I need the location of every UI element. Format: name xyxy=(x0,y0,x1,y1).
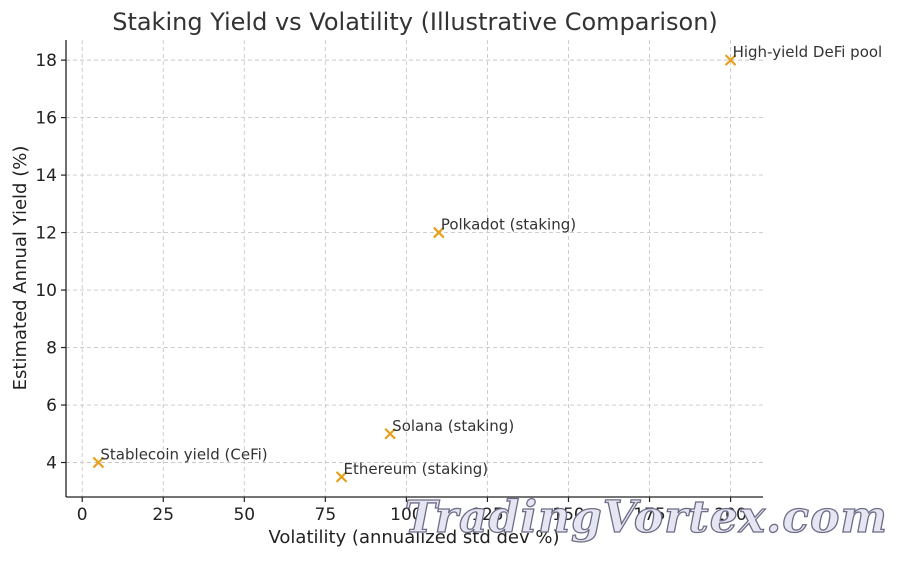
y-tick-label: 8 xyxy=(46,339,57,359)
y-tick-label: 18 xyxy=(35,51,57,71)
x-marker xyxy=(433,226,445,239)
data-point: Stablecoin yield (CeFi) xyxy=(92,446,268,469)
data-points: Stablecoin yield (CeFi) Ethereum (staking… xyxy=(92,43,883,483)
x-tick-label: 75 xyxy=(315,505,337,525)
x-ticks: 0 25 50 75 100 125 150 175 200 xyxy=(77,497,747,525)
x-tick-label: 175 xyxy=(633,505,665,525)
x-tick-label: 150 xyxy=(552,505,584,525)
x-tick-label: 50 xyxy=(233,505,255,525)
x-tick-label: 100 xyxy=(390,505,422,525)
y-tick-label: 10 xyxy=(35,281,57,301)
x-tick-label: 0 xyxy=(77,505,88,525)
point-label: High-yield DeFi pool xyxy=(733,43,883,61)
grid xyxy=(66,40,763,497)
y-axis-title: Estimated Annual Yield (%) xyxy=(10,146,31,391)
y-tick-label: 12 xyxy=(35,224,57,244)
x-marker xyxy=(384,427,396,440)
x-marker xyxy=(335,471,348,483)
x-tick-label: 125 xyxy=(471,505,503,525)
point-label: Solana (staking) xyxy=(392,417,514,435)
point-label: Polkadot (staking) xyxy=(441,216,576,234)
data-point: Polkadot (staking) xyxy=(433,216,576,239)
x-axis-title: Volatility (annualized std dev %) xyxy=(268,527,559,548)
y-tick-label: 16 xyxy=(35,109,57,129)
x-marker xyxy=(92,456,105,469)
axes xyxy=(65,40,763,498)
data-point: Solana (staking) xyxy=(384,417,514,440)
x-marker xyxy=(724,54,737,66)
x-tick-label: 25 xyxy=(152,505,174,525)
y-ticks: 4 6 8 10 12 14 16 18 xyxy=(35,51,66,474)
chart-title: Staking Yield vs Volatility (Illustrativ… xyxy=(112,8,718,36)
y-tick-label: 4 xyxy=(46,454,57,474)
watermark: TradingVortex.com xyxy=(404,492,888,543)
point-label: Stablecoin yield (CeFi) xyxy=(100,446,267,464)
data-point: Ethereum (staking) xyxy=(335,460,489,483)
x-tick-label: 200 xyxy=(714,505,746,525)
y-tick-label: 14 xyxy=(35,166,57,186)
y-tick-label: 6 xyxy=(46,396,57,416)
data-point: High-yield DeFi pool xyxy=(724,43,883,66)
point-label: Ethereum (staking) xyxy=(344,460,489,478)
